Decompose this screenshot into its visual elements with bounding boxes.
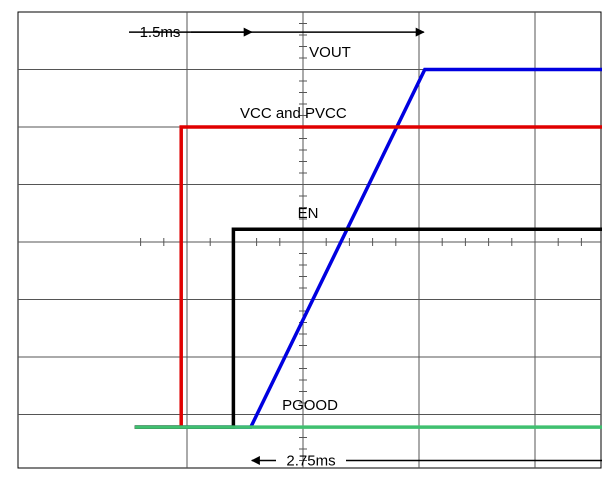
series-layer [134,67,602,429]
label-en: EN [298,205,319,222]
label-vout: VOUT [309,44,351,61]
annotation-1-5ms-label: 1.5ms [140,24,181,41]
annotation-layer: 1.5ms 2.75ms [129,24,602,470]
plot-border [17,11,602,469]
label-pgood: PGOOD [282,397,338,414]
label-vcc-and-pvcc: VCC and PVCC [240,105,347,122]
trace-pgood [134,425,602,429]
annotation-2-75ms-label: 2.75ms [286,453,335,470]
series-label-layer: VOUT VCC and PVCC EN PGOOD [240,44,351,414]
grid [17,11,602,469]
